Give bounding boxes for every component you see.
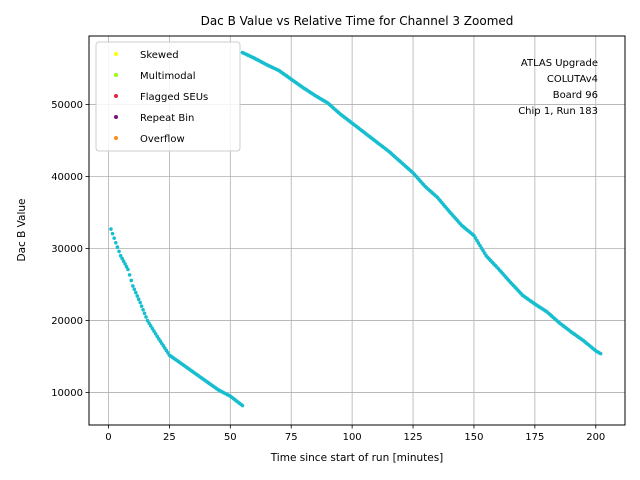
data-point [117, 249, 121, 254]
data-point [135, 294, 140, 298]
legend-label: Overflow [140, 134, 185, 145]
data-point [136, 297, 141, 302]
chart-title: Dac B Value vs Relative Time for Channel… [201, 14, 514, 28]
data-point [121, 259, 126, 263]
legend-label: Flagged SEUs [140, 92, 208, 103]
data-point [131, 284, 135, 288]
data-point [118, 253, 123, 258]
annotation-line: Board 96 [553, 90, 598, 101]
data-point [141, 307, 145, 312]
x-tick-label: 50 [224, 432, 237, 443]
y-tick-label: 10000 [51, 388, 83, 399]
data-point [114, 240, 118, 245]
data-point [133, 290, 138, 295]
y-axis-label: Dac B Value [16, 198, 28, 261]
y-tick-label: 40000 [51, 172, 83, 183]
data-point [129, 278, 134, 283]
legend-marker [114, 52, 118, 56]
x-tick-label: 75 [285, 432, 298, 443]
data-point [123, 262, 127, 266]
y-tick-label: 20000 [51, 316, 83, 327]
data-point [147, 321, 151, 325]
data-points [109, 50, 603, 408]
legend-label: Repeat Bin [140, 113, 194, 124]
x-tick-label: 150 [464, 432, 483, 443]
legend-label: Multimodal [140, 71, 196, 82]
data-point [139, 304, 144, 308]
data-point [142, 311, 147, 316]
plot-frame [88, 35, 626, 426]
x-tick-label: 100 [343, 432, 362, 443]
run-annotation: ATLAS Upgrade COLUTAv4 Board 96 Chip 1, Run… [518, 58, 598, 117]
data-point [120, 256, 124, 261]
data-point [132, 287, 137, 292]
data-point [138, 300, 142, 305]
legend-marker [114, 73, 118, 77]
x-tick-label: 0 [105, 432, 111, 443]
data-point [126, 267, 130, 272]
data-point [124, 264, 129, 269]
data-point [109, 227, 113, 231]
x-tick-label: 125 [403, 432, 422, 443]
data-point [110, 231, 115, 236]
annotation-line: Chip 1, Run 183 [518, 106, 598, 117]
annotation-line: ATLAS Upgrade [521, 58, 598, 69]
x-axis-label: Time since start of run [minutes] [270, 452, 444, 464]
data-point [598, 351, 603, 356]
data-point [150, 326, 155, 331]
legend-box [95, 41, 241, 152]
y-tick-label: 30000 [51, 244, 83, 255]
data-point [152, 329, 156, 333]
data-point [144, 315, 148, 319]
legend-marker [114, 94, 118, 98]
data-point [127, 273, 132, 277]
data-point [240, 403, 245, 408]
data-point [115, 245, 120, 249]
axis-ticks: 0 25 50 75 100 125 150 175 200 10000 20000 30000 400… [51, 100, 605, 443]
legend-label: Skewed [140, 50, 179, 61]
x-tick-label: 25 [163, 432, 176, 443]
data-point [112, 236, 116, 240]
data-point [145, 318, 150, 323]
legend: Skewed Multimodal Flagged SEUs Repeat Bin Ov… [95, 41, 241, 152]
legend-marker [114, 136, 118, 140]
x-tick-label: 200 [586, 432, 605, 443]
x-tick-label: 175 [525, 432, 544, 443]
data-point [148, 324, 153, 328]
data-point [153, 331, 158, 336]
y-tick-label: 50000 [51, 100, 83, 111]
legend-marker [114, 115, 118, 119]
annotation-line: COLUTAv4 [547, 74, 598, 85]
